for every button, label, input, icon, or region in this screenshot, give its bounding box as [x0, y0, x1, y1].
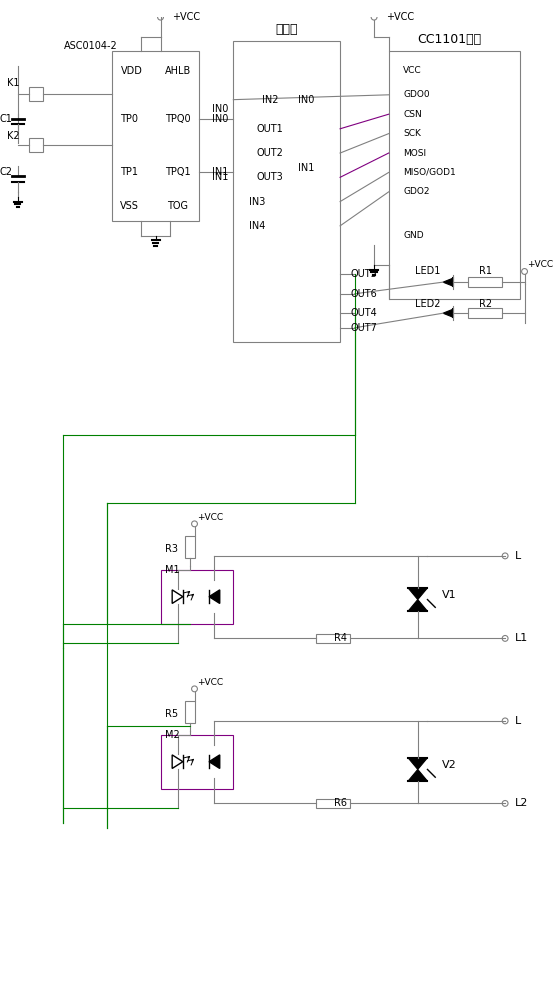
Text: R5: R5 — [165, 709, 178, 719]
Polygon shape — [408, 588, 427, 600]
Text: GND: GND — [403, 231, 424, 240]
Bar — [185, 701, 194, 723]
Bar — [30, 87, 43, 101]
Text: CSN: CSN — [403, 110, 422, 119]
Bar — [389, 51, 520, 299]
Text: OUT6: OUT6 — [351, 289, 378, 299]
Bar — [468, 277, 502, 287]
Text: MOSI: MOSI — [403, 149, 426, 158]
Polygon shape — [209, 755, 220, 768]
Polygon shape — [443, 278, 453, 286]
Text: R1: R1 — [479, 266, 492, 276]
Text: VDD: VDD — [120, 66, 143, 76]
Text: +VCC: +VCC — [197, 678, 223, 687]
Text: 单片机: 单片机 — [276, 23, 298, 36]
Bar — [468, 308, 502, 318]
Text: K1: K1 — [7, 78, 20, 88]
Bar — [160, 735, 233, 789]
Text: OUT4: OUT4 — [351, 308, 378, 318]
Text: IN2: IN2 — [262, 95, 278, 105]
Text: IN1: IN1 — [212, 167, 228, 177]
Text: M2: M2 — [165, 730, 180, 740]
Text: V1: V1 — [442, 590, 457, 600]
Text: OUT7: OUT7 — [351, 323, 378, 333]
Text: L2: L2 — [515, 798, 528, 808]
Text: +VCC: +VCC — [527, 260, 554, 269]
Text: AHLB: AHLB — [165, 66, 191, 76]
Polygon shape — [209, 590, 220, 603]
Text: L1: L1 — [515, 633, 528, 643]
Text: L: L — [515, 716, 521, 726]
Text: LED1: LED1 — [415, 266, 440, 276]
Text: R4: R4 — [334, 633, 346, 643]
Text: TP0: TP0 — [120, 114, 139, 124]
Bar — [160, 570, 233, 624]
Text: R2: R2 — [479, 299, 492, 309]
Text: +VCC: +VCC — [197, 513, 223, 522]
Polygon shape — [443, 309, 453, 317]
Text: MISO/GOD1: MISO/GOD1 — [403, 168, 456, 177]
Text: TPQ1: TPQ1 — [165, 167, 191, 177]
Text: SCK: SCK — [403, 129, 421, 138]
Text: CC1101模块: CC1101模块 — [417, 33, 481, 46]
Text: C1: C1 — [0, 114, 12, 124]
Text: OUT2: OUT2 — [257, 148, 284, 158]
Text: TOG: TOG — [168, 201, 188, 211]
Text: ASC0104-2: ASC0104-2 — [63, 41, 117, 51]
Text: OUT1: OUT1 — [257, 124, 284, 134]
Text: IN1: IN1 — [212, 172, 228, 182]
Bar — [30, 138, 43, 152]
Text: GDO0: GDO0 — [403, 90, 430, 99]
Text: IN0: IN0 — [298, 95, 314, 105]
Text: IN0: IN0 — [212, 114, 228, 124]
Text: +VCC: +VCC — [386, 12, 414, 22]
Text: L: L — [515, 551, 521, 561]
Text: TPQ0: TPQ0 — [165, 114, 191, 124]
Polygon shape — [408, 600, 427, 611]
Text: VSS: VSS — [120, 201, 139, 211]
Text: M1: M1 — [165, 565, 180, 575]
Text: IN4: IN4 — [250, 221, 266, 231]
Text: IN0: IN0 — [212, 104, 228, 114]
Text: IN1: IN1 — [298, 163, 314, 173]
Text: +VCC: +VCC — [172, 12, 201, 22]
Text: VCC: VCC — [403, 66, 422, 75]
Text: OUT5: OUT5 — [351, 269, 378, 279]
Bar — [316, 799, 350, 808]
Bar — [316, 634, 350, 643]
Text: IN3: IN3 — [250, 197, 266, 207]
Polygon shape — [408, 758, 427, 769]
Bar — [112, 51, 199, 221]
Polygon shape — [408, 769, 427, 781]
Text: V2: V2 — [442, 760, 457, 770]
Text: TP1: TP1 — [120, 167, 139, 177]
Text: K2: K2 — [7, 131, 20, 141]
Bar — [185, 536, 194, 558]
Text: LED2: LED2 — [415, 299, 440, 309]
Bar — [233, 41, 340, 342]
Text: R6: R6 — [334, 798, 346, 808]
Text: OUT3: OUT3 — [257, 172, 284, 182]
Text: GDO2: GDO2 — [403, 187, 429, 196]
Text: C2: C2 — [0, 167, 12, 177]
Text: R3: R3 — [165, 544, 178, 554]
